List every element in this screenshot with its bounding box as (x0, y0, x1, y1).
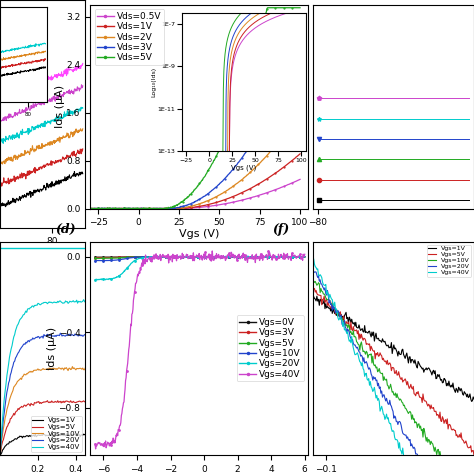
Legend: Vds=0.5V, Vds=1V, Vds=2V, Vds=3V, Vds=5V: Vds=0.5V, Vds=1V, Vds=2V, Vds=3V, Vds=5V (95, 9, 164, 65)
Text: (f): (f) (273, 223, 290, 236)
Y-axis label: Ids (μA): Ids (μA) (47, 327, 57, 370)
Legend: Vgs=1V, Vgs=5V, Vgs=10V, Vgs=20V, Vgs=40V: Vgs=1V, Vgs=5V, Vgs=10V, Vgs=20V, Vgs=40… (427, 245, 471, 277)
Text: (d): (d) (55, 223, 76, 236)
X-axis label: Vgs (V): Vgs (V) (179, 228, 219, 239)
Legend: Vgs=1V, Vgs=5V, Vgs=10V, Vgs=20V, Vgs=40V: Vgs=1V, Vgs=5V, Vgs=10V, Vgs=20V, Vgs=40… (31, 416, 82, 452)
Y-axis label: Ids (μA): Ids (μA) (55, 85, 64, 128)
Legend: Vgs=0V, Vgs=3V, Vgs=5V, Vgs=10V, Vgs=20V, Vgs=40V: Vgs=0V, Vgs=3V, Vgs=5V, Vgs=10V, Vgs=20V… (237, 315, 303, 382)
